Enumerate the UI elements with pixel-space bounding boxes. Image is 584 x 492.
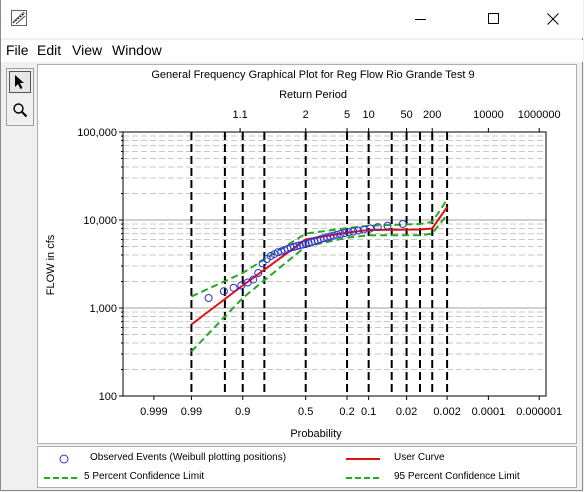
return-period-tick-label: 2 — [303, 109, 309, 121]
return-period-tick-label: 200 — [423, 109, 441, 121]
observed-event-point — [301, 239, 310, 248]
arrow-pointer-icon — [15, 75, 24, 89]
x-tick-label: 0.002 — [433, 406, 461, 418]
upper-confidence-line — [190, 199, 448, 298]
circle-marker-icon — [59, 454, 69, 464]
x-tick-label: 0.02 — [396, 406, 417, 418]
frequency-plot-app-icon — [11, 10, 27, 26]
x-tick-label: 0.9 — [235, 406, 250, 418]
return-period-tick-label: 10000 — [473, 109, 504, 121]
observed-event-point — [254, 269, 263, 277]
y-tick-label: 100,000 — [77, 127, 117, 139]
observed-event-point — [249, 275, 258, 284]
observed-event-point — [204, 294, 213, 302]
y-tick-label: 1,000 — [89, 303, 117, 315]
x-tick-label: 0.999 — [140, 406, 168, 418]
x-axis-title: Probability — [290, 428, 342, 440]
close-icon — [547, 13, 559, 25]
observed-event-point — [258, 259, 267, 268]
observed-event-point — [292, 242, 301, 251]
frequency-chart[interactable]: 100 1,000 10,000 100,000 0.999 0.99 0.9 0.5 0.2 0… — [38, 65, 576, 443]
x-tick-label: 0.000001 — [516, 406, 562, 418]
menu-file[interactable]: File — [6, 42, 29, 58]
observed-event-point — [237, 281, 246, 290]
observed-event-point — [298, 240, 307, 249]
y-tick-label: 100 — [99, 391, 117, 403]
observed-event-point — [266, 252, 275, 260]
minimize-icon — [415, 19, 426, 20]
x-tick-label: 0.0001 — [472, 406, 506, 418]
return-period-tick-label: 10 — [363, 109, 375, 121]
observed-event-point — [373, 223, 382, 232]
observed-event-point — [336, 229, 345, 238]
lower-confidence-line — [190, 214, 448, 353]
return-period-tick-label: 50 — [400, 109, 412, 121]
observed-event-point — [286, 243, 295, 252]
x-tick-label: 0.5 — [298, 406, 313, 418]
menu-bar: File Edit View Window — [1, 40, 583, 62]
maximize-button[interactable] — [471, 0, 517, 38]
observed-event-point — [229, 283, 238, 292]
observed-event-point — [219, 287, 228, 296]
minimize-button[interactable] — [398, 0, 444, 38]
legend-label: Observed Events (Weibull plotting positi… — [90, 452, 287, 463]
chart-legend: Observed Events (Weibull plotting positi… — [37, 446, 577, 488]
observed-event-point — [340, 229, 349, 238]
observed-event-point — [329, 231, 338, 240]
plot-area-border — [122, 131, 547, 397]
x-tick-label: 0.1 — [361, 406, 376, 418]
close-button[interactable] — [530, 0, 576, 38]
plot-panel: 100 1,000 10,000 100,000 0.999 0.99 0.9 0.5 0.2 0… — [37, 64, 577, 444]
observed-event-point — [398, 220, 407, 228]
legend-label: 5 Percent Confidence Limit — [84, 471, 205, 482]
magnifier-icon — [13, 103, 28, 118]
zoom-tool-button[interactable] — [9, 99, 31, 121]
return-period-tick-label: 1000000 — [518, 109, 561, 121]
plot-toolbox — [6, 68, 34, 126]
menu-window[interactable]: Window — [112, 42, 162, 58]
user-curve-line — [190, 206, 448, 326]
chart-title: General Frequency Graphical Plot for Reg… — [151, 69, 474, 81]
select-tool-button[interactable] — [9, 71, 31, 93]
legend-label: User Curve — [394, 452, 445, 463]
observed-event-point — [289, 242, 298, 251]
observed-event-point — [349, 227, 358, 236]
menu-view[interactable]: View — [72, 42, 103, 58]
dashed-line-icon — [346, 477, 380, 479]
menu-edit[interactable]: Edit — [37, 42, 62, 58]
observed-event-point — [354, 226, 363, 235]
y-tick-label: 10,000 — [83, 215, 117, 227]
observed-event-point — [333, 230, 341, 239]
y-axis-title: FLOW in cfs — [45, 234, 57, 295]
top-axis-title: Return Period — [279, 89, 347, 101]
observed-event-point — [344, 228, 353, 237]
observed-event-point — [383, 221, 392, 230]
x-tick-label: 0.99 — [181, 406, 202, 418]
return-period-tick-label: 1.1 — [232, 109, 247, 121]
observed-event-point — [366, 224, 375, 233]
return-period-tick-label: 5 — [344, 109, 350, 121]
solid-line-icon — [346, 458, 380, 460]
maximize-icon — [488, 13, 499, 24]
title-bar — [1, 0, 583, 38]
legend-label: 95 Percent Confidence Limit — [394, 471, 520, 482]
dashed-line-icon — [44, 477, 78, 479]
x-tick-label: 0.2 — [339, 406, 354, 418]
